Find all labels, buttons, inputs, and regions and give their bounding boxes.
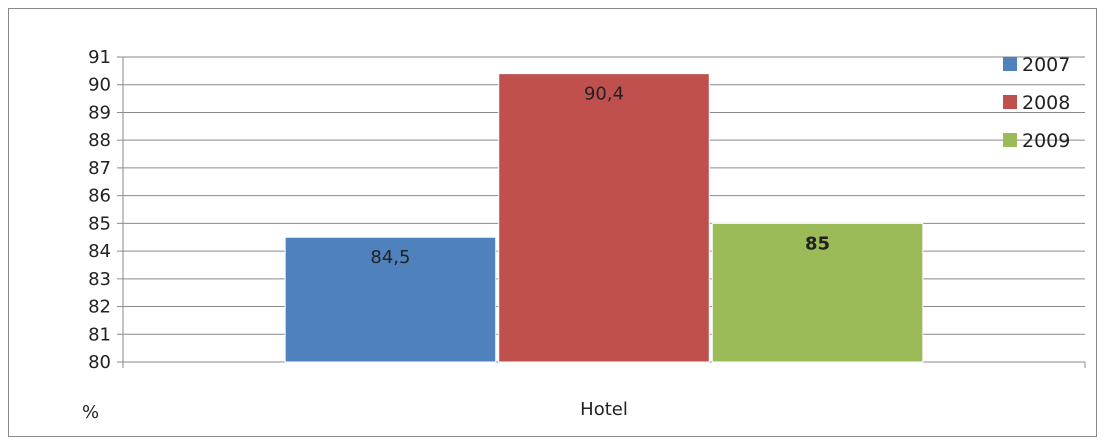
- bar-2009: [711, 222, 924, 363]
- y-tick-label: 81: [88, 324, 111, 345]
- data-label-2008: 90,4: [584, 84, 624, 105]
- y-tick-label: 89: [88, 102, 111, 123]
- y-tick-label: 83: [88, 269, 111, 290]
- data-labels: 84,5 90,4 85: [370, 84, 830, 269]
- y-tick-label: 82: [88, 297, 111, 318]
- bars: [284, 73, 924, 363]
- y-tick-label: 85: [88, 213, 111, 234]
- y-tick-label: 87: [88, 158, 111, 179]
- y-tick-label: 80: [88, 352, 111, 373]
- legend-label-2009: 2009: [1022, 130, 1070, 152]
- y-tick-label: 88: [88, 130, 111, 151]
- y-tick-label: 90: [88, 75, 111, 96]
- legend-label-2007: 2007: [1022, 54, 1070, 76]
- bar-2007: [284, 236, 497, 363]
- bar-2008: [498, 73, 710, 363]
- y-tick-label: 86: [88, 186, 111, 207]
- y-axis-label: %: [82, 402, 99, 423]
- legend-swatch-2007: [1003, 57, 1017, 71]
- legend: 2007 2008 2009: [1003, 54, 1070, 152]
- data-label-2009: 85: [805, 233, 830, 254]
- data-label-2007: 84,5: [370, 247, 410, 268]
- x-axis: [122, 361, 1086, 368]
- y-axis: 80 81 82 83 84 85 86 87 88 89 90 91: [88, 47, 124, 373]
- legend-swatch-2008: [1003, 95, 1017, 109]
- legend-swatch-2009: [1003, 133, 1017, 147]
- x-category-label: Hotel: [580, 399, 628, 420]
- y-tick-label: 84: [88, 241, 111, 262]
- legend-label-2008: 2008: [1022, 92, 1070, 114]
- y-tick-label: 91: [88, 47, 111, 68]
